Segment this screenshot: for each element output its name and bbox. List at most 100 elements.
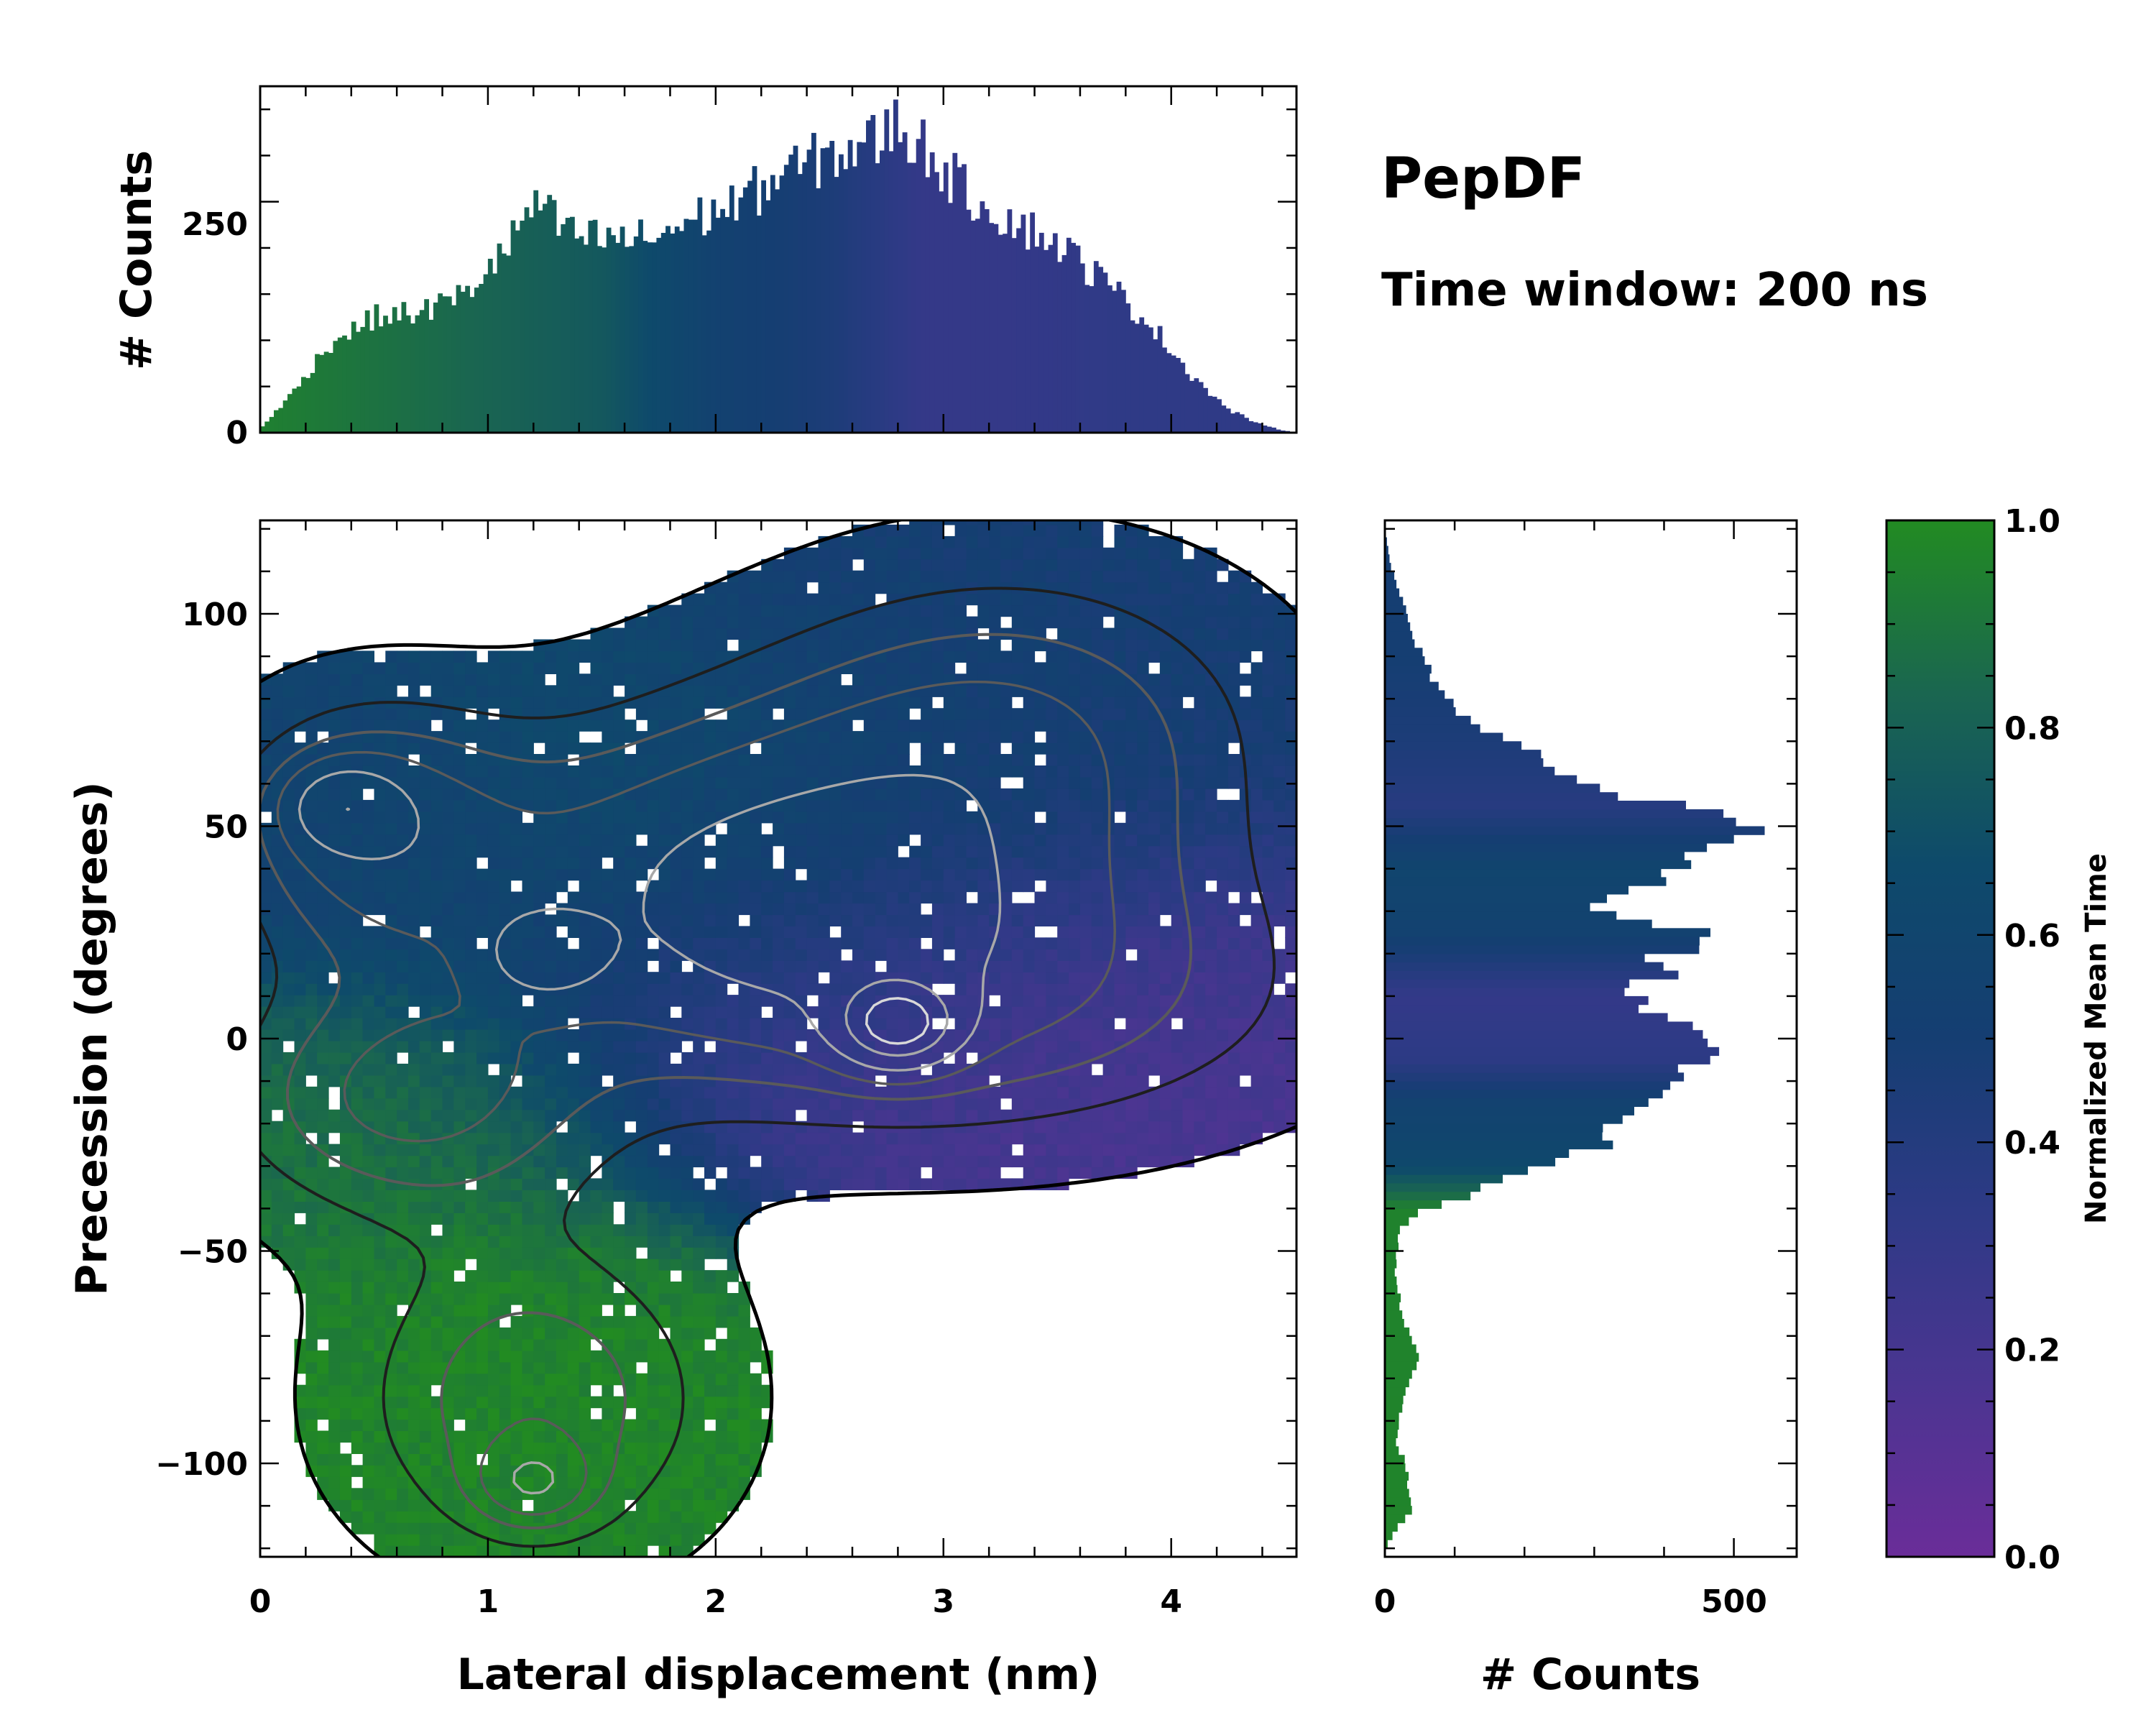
heatmap-cell <box>704 593 717 606</box>
heatmap-cell <box>305 937 318 949</box>
heatmap-cell <box>533 1006 545 1018</box>
heatmap-cell <box>898 799 910 812</box>
heatmap-cell <box>750 1086 762 1099</box>
heatmap-cell <box>954 914 967 926</box>
heatmap-cell <box>931 1006 944 1018</box>
heatmap-cell <box>442 1293 454 1305</box>
heatmap-cell <box>317 1041 329 1053</box>
heatmap-cell <box>465 822 477 835</box>
heatmap-cell <box>465 1338 477 1351</box>
top-histogram-bar <box>315 354 320 433</box>
heatmap-cell <box>977 696 990 709</box>
heatmap-cell <box>1046 1167 1058 1179</box>
heatmap-cell <box>750 1407 762 1420</box>
heatmap-cell <box>385 1190 397 1202</box>
heatmap-cell <box>385 1018 397 1030</box>
heatmap-cell <box>841 1132 853 1145</box>
heatmap-cell <box>1023 696 1036 709</box>
heatmap-cell <box>453 650 466 663</box>
heatmap-cell <box>317 903 329 916</box>
heatmap-cell <box>681 1522 694 1535</box>
heatmap-cell <box>681 799 694 812</box>
heatmap-cell <box>1011 593 1024 606</box>
heatmap-cell <box>339 972 352 984</box>
heatmap-cell <box>898 903 910 916</box>
heatmap-cell <box>773 937 785 949</box>
heatmap-cell <box>590 995 602 1007</box>
heatmap-cell <box>408 1213 420 1225</box>
top-histogram-bar <box>442 296 448 433</box>
heatmap-cell <box>374 1499 386 1512</box>
heatmap-cell <box>602 926 614 938</box>
heatmap-cell <box>487 903 500 916</box>
heatmap-cell <box>442 1098 454 1110</box>
heatmap-cell <box>1000 880 1013 893</box>
heatmap-cell <box>989 960 1001 972</box>
heatmap-cell <box>453 788 466 801</box>
heatmap-cell <box>362 1006 374 1018</box>
heatmap-cell <box>715 937 728 949</box>
heatmap-cell <box>351 777 364 789</box>
heatmap-cell <box>966 983 978 995</box>
heatmap-cell <box>510 662 522 674</box>
heatmap-cell <box>442 845 454 858</box>
heatmap-cell <box>556 1052 568 1064</box>
heatmap-cell <box>442 754 454 766</box>
heatmap-cell <box>909 1132 921 1145</box>
heatmap-cell <box>841 914 853 926</box>
heatmap-cell <box>670 1213 682 1225</box>
heatmap-cell <box>545 1155 557 1168</box>
heatmap-cell <box>898 673 910 686</box>
heatmap-cell <box>430 1419 443 1432</box>
heatmap-cell <box>625 868 637 881</box>
heatmap-cell <box>1034 799 1046 812</box>
heatmap-cell <box>738 1018 750 1030</box>
heatmap-cell <box>795 1086 808 1099</box>
heatmap-cell <box>977 520 990 525</box>
heatmap-cell <box>397 673 409 686</box>
heatmap-cell <box>442 834 454 847</box>
heatmap-cell <box>499 1453 512 1466</box>
heatmap-cell <box>898 1155 910 1168</box>
heatmap-cell <box>408 1511 420 1523</box>
heatmap-cell <box>625 880 637 893</box>
heatmap-cell <box>841 535 853 548</box>
heatmap-cell <box>328 891 341 904</box>
heatmap-cell <box>545 1144 557 1156</box>
heatmap-cell <box>715 1178 728 1190</box>
heatmap-cell <box>487 1396 500 1409</box>
heatmap-cell <box>886 983 898 995</box>
heatmap-cell <box>818 1018 830 1030</box>
heatmap-cell <box>989 685 1001 697</box>
heatmap-cell <box>761 570 773 583</box>
heatmap-cell <box>305 1327 318 1340</box>
heatmap-cell <box>875 822 888 835</box>
heatmap-cell <box>522 1201 534 1213</box>
heatmap-cell <box>556 788 568 801</box>
heatmap-cell <box>545 1029 557 1041</box>
heatmap-cell <box>704 1132 717 1145</box>
heatmap-cell <box>328 811 341 824</box>
heatmap-cell <box>533 673 545 686</box>
heatmap-cell <box>430 708 443 720</box>
heatmap-cell <box>533 1178 545 1190</box>
heatmap-cell <box>351 845 364 858</box>
heatmap-cell <box>773 811 785 824</box>
heatmap-cell <box>943 891 956 904</box>
heatmap-cell <box>715 1361 728 1374</box>
heatmap-cell <box>704 937 717 949</box>
heatmap-cell <box>294 1247 306 1259</box>
heatmap-cell <box>625 627 637 640</box>
heatmap-cell <box>397 937 409 949</box>
heatmap-cell <box>966 972 978 984</box>
heatmap-cell <box>408 1338 420 1351</box>
heatmap-cell <box>863 926 876 938</box>
heatmap-cell <box>738 719 750 732</box>
heatmap-cell <box>453 719 466 732</box>
heatmap-cell <box>829 937 842 949</box>
heatmap-cell <box>317 1453 329 1466</box>
heatmap-cell <box>1034 995 1046 1007</box>
heatmap-cell <box>954 731 967 743</box>
heatmap-cell <box>625 777 637 789</box>
heatmap-cell <box>966 708 978 720</box>
